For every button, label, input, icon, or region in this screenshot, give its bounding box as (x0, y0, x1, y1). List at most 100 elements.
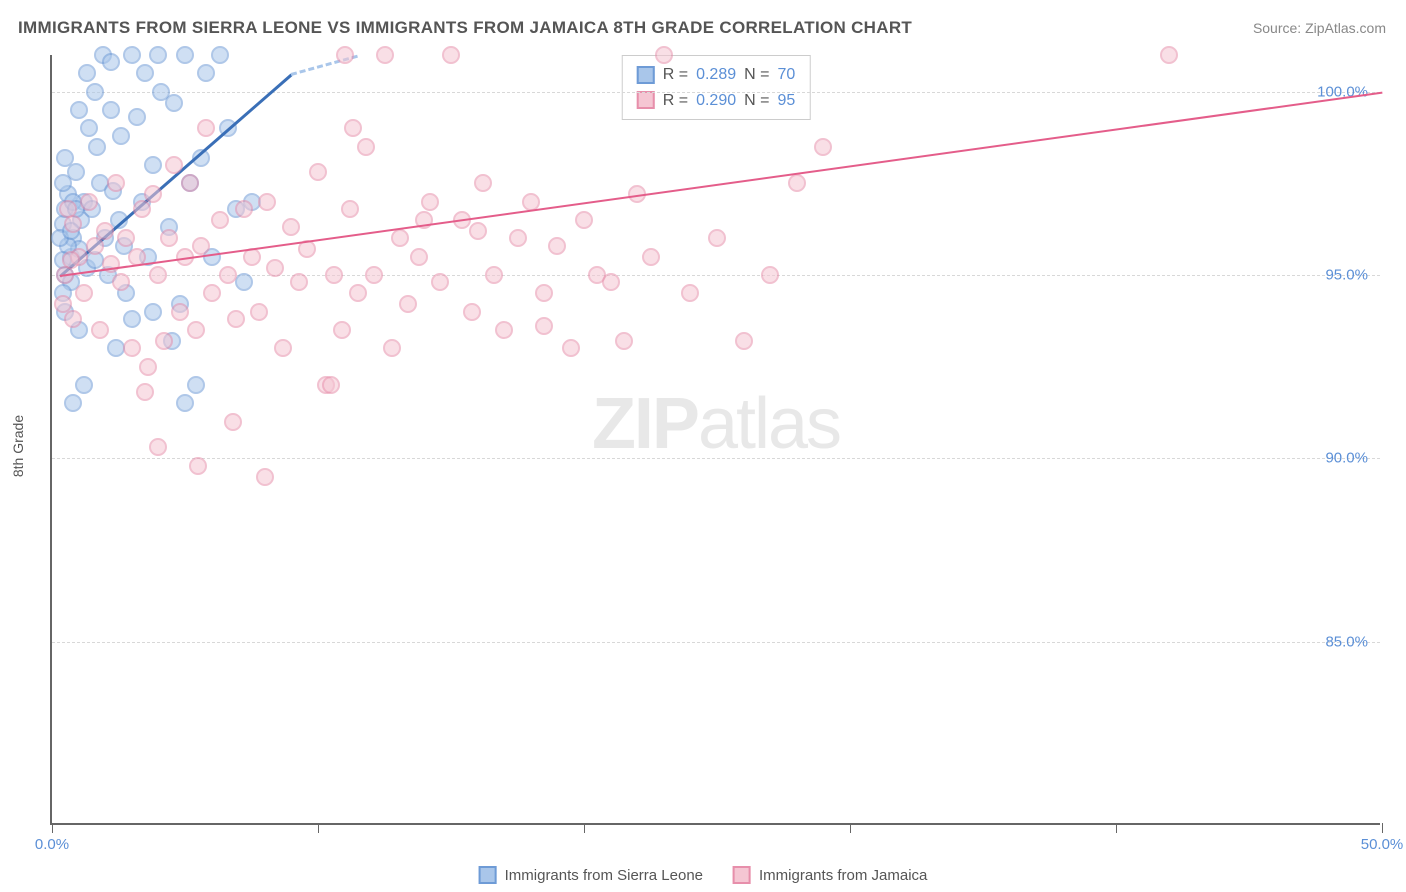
scatter-point (192, 237, 210, 255)
scatter-point (123, 339, 141, 357)
legend-n-value: 70 (777, 62, 795, 88)
watermark: ZIPatlas (592, 383, 840, 465)
scatter-point (96, 222, 114, 240)
legend-item-pink: Immigrants from Jamaica (733, 866, 927, 884)
scatter-point (59, 200, 77, 218)
x-tick (1116, 823, 1117, 833)
source-name: ZipAtlas.com (1305, 20, 1386, 36)
scatter-point (761, 266, 779, 284)
scatter-point (357, 138, 375, 156)
scatter-point (235, 200, 253, 218)
scatter-point (814, 138, 832, 156)
scatter-point (149, 438, 167, 456)
scatter-point (75, 284, 93, 302)
scatter-point (495, 321, 513, 339)
legend-swatch-blue (479, 866, 497, 884)
scatter-point (309, 163, 327, 181)
scatter-point (344, 119, 362, 137)
scatter-point (274, 339, 292, 357)
scatter-point (548, 237, 566, 255)
scatter-point (602, 273, 620, 291)
scatter-point (64, 394, 82, 412)
scatter-point (123, 46, 141, 64)
scatter-point (144, 185, 162, 203)
scatter-point (509, 229, 527, 247)
legend-label: Immigrants from Sierra Leone (505, 867, 703, 884)
gridline (52, 92, 1380, 93)
scatter-point (250, 303, 268, 321)
scatter-point (171, 303, 189, 321)
scatter-point (535, 317, 553, 335)
scatter-point (211, 211, 229, 229)
scatter-point (160, 229, 178, 247)
scatter-point (336, 46, 354, 64)
scatter-point (463, 303, 481, 321)
scatter-point (86, 83, 104, 101)
legend-n-label: N = (744, 62, 769, 88)
x-tick (1382, 823, 1383, 833)
x-tick (318, 823, 319, 833)
watermark-bold: ZIP (592, 384, 698, 464)
x-tick-label: 0.0% (35, 836, 69, 853)
scatter-point (78, 64, 96, 82)
plot-area: ZIPatlas R = 0.289 N = 70 R = 0.290 N = … (50, 55, 1380, 825)
scatter-point (165, 156, 183, 174)
scatter-point (155, 332, 173, 350)
watermark-light: atlas (698, 384, 840, 464)
scatter-point (474, 174, 492, 192)
y-axis-label: 8th Grade (10, 415, 26, 477)
scatter-point (655, 46, 673, 64)
scatter-point (128, 108, 146, 126)
scatter-point (788, 174, 806, 192)
x-tick (584, 823, 585, 833)
scatter-point (107, 174, 125, 192)
legend-r-value: 0.289 (696, 62, 736, 88)
scatter-point (442, 46, 460, 64)
scatter-point (197, 64, 215, 82)
scatter-point (176, 46, 194, 64)
scatter-point (88, 138, 106, 156)
scatter-point (181, 174, 199, 192)
legend-item-blue: Immigrants from Sierra Leone (479, 866, 703, 884)
scatter-point (325, 266, 343, 284)
scatter-point (219, 266, 237, 284)
scatter-point (735, 332, 753, 350)
scatter-point (149, 46, 167, 64)
scatter-point (62, 251, 80, 269)
scatter-point (431, 273, 449, 291)
x-tick-label: 50.0% (1361, 836, 1404, 853)
scatter-point (708, 229, 726, 247)
scatter-point (144, 303, 162, 321)
scatter-point (642, 248, 660, 266)
scatter-point (176, 394, 194, 412)
scatter-point (399, 295, 417, 313)
scatter-point (365, 266, 383, 284)
scatter-point (681, 284, 699, 302)
scatter-point (112, 127, 130, 145)
legend-swatch-pink (637, 91, 655, 109)
scatter-point (197, 119, 215, 137)
scatter-point (410, 248, 428, 266)
scatter-point (256, 468, 274, 486)
scatter-point (189, 457, 207, 475)
series-legend: Immigrants from Sierra Leone Immigrants … (479, 866, 928, 884)
scatter-point (187, 376, 205, 394)
scatter-point (341, 200, 359, 218)
scatter-point (224, 413, 242, 431)
scatter-point (75, 376, 93, 394)
scatter-point (165, 94, 183, 112)
gridline (52, 458, 1380, 459)
scatter-point (102, 53, 120, 71)
scatter-point (227, 310, 245, 328)
scatter-point (80, 193, 98, 211)
scatter-point (203, 284, 221, 302)
scatter-point (1160, 46, 1178, 64)
scatter-point (485, 266, 503, 284)
scatter-point (383, 339, 401, 357)
correlation-legend: R = 0.289 N = 70 R = 0.290 N = 95 (622, 55, 811, 120)
scatter-point (333, 321, 351, 339)
scatter-point (266, 259, 284, 277)
gridline (52, 275, 1380, 276)
scatter-point (144, 156, 162, 174)
scatter-point (421, 193, 439, 211)
